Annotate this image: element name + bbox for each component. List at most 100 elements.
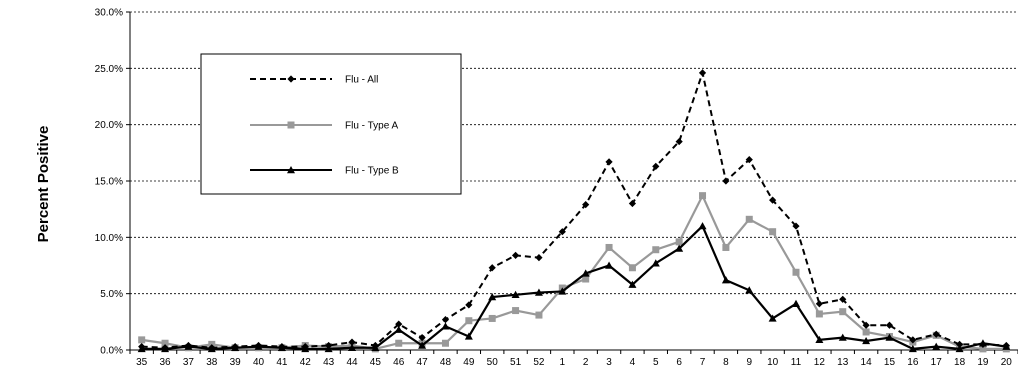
data-point (208, 344, 216, 352)
x-tick-label: 38 (206, 357, 218, 368)
y-tick-labels: 0.0% 5.0% 10.0% 15.0% 20.0% 25.0% 30.0% (95, 8, 123, 357)
legend-label: Flu - Type A (345, 121, 399, 132)
data-point (698, 222, 707, 230)
data-point (301, 343, 309, 351)
x-tick-label: 10 (767, 357, 779, 368)
y-tick-label: 25.0% (95, 64, 123, 75)
data-point (512, 307, 520, 315)
y-axis-label: Percent Positive (35, 126, 52, 243)
data-point (721, 276, 730, 284)
x-tick-label: 47 (417, 357, 429, 368)
x-tick-label: 52 (533, 357, 545, 368)
data-point (909, 336, 917, 344)
data-point (161, 339, 169, 347)
y-tick-label: 10.0% (95, 233, 123, 244)
x-tick-label: 8 (723, 357, 729, 368)
x-tick-label: 41 (276, 357, 288, 368)
x-tick-label: 19 (977, 357, 989, 368)
x-tick-label: 45 (370, 357, 382, 368)
data-point (511, 290, 520, 298)
legend: Flu - All Flu - Type A Flu - Type B (200, 53, 462, 195)
legend-label: Flu - Type B (345, 166, 399, 177)
data-point (534, 288, 543, 296)
data-point (395, 339, 403, 347)
data-point (535, 254, 543, 262)
data-point (955, 344, 964, 353)
data-point (792, 268, 800, 276)
data-point (745, 286, 754, 294)
data-point (979, 345, 987, 353)
data-point (395, 320, 403, 328)
data-point (675, 137, 683, 146)
x-tick-label: 20 (1001, 357, 1013, 368)
x-tick-label: 9 (746, 357, 752, 368)
data-point (1002, 341, 1010, 350)
series-line (141, 69, 1007, 349)
legend-marker (287, 75, 295, 83)
x-tick-label: 4 (630, 357, 636, 368)
data-point (278, 343, 286, 351)
data-point (885, 333, 894, 341)
x-tick-label: 50 (487, 357, 499, 368)
data-point (254, 341, 263, 350)
x-tick-label: 42 (300, 357, 312, 368)
data-point (815, 300, 823, 308)
x-tick-label: 44 (346, 357, 358, 368)
data-point (465, 317, 473, 325)
data-point (792, 222, 800, 230)
data-point (769, 196, 777, 204)
data-point (535, 311, 543, 319)
x-tick-label: 7 (700, 357, 706, 368)
legend-marker (287, 166, 295, 174)
data-point (465, 301, 473, 309)
data-point (768, 314, 777, 322)
legend-label: Flu - All (345, 75, 378, 86)
data-point (581, 269, 590, 277)
data-point (722, 177, 730, 185)
data-point (325, 341, 333, 350)
data-point (862, 321, 870, 329)
data-point (815, 310, 823, 318)
series-line (141, 224, 1007, 350)
data-point (488, 293, 497, 301)
data-point (348, 343, 356, 351)
series-flu-type-b (137, 222, 1011, 353)
data-point (441, 339, 449, 347)
data-point (652, 246, 660, 254)
y-tick-label: 15.0% (95, 177, 123, 188)
x-tick-label: 39 (230, 357, 242, 368)
data-point (488, 314, 496, 322)
data-point (511, 251, 520, 259)
data-point (885, 321, 894, 329)
x-tick-label: 6 (676, 357, 682, 368)
series-group (137, 69, 1011, 353)
data-point (932, 342, 941, 350)
data-point (628, 280, 637, 288)
x-tick-label: 3 (606, 357, 612, 368)
x-tick-label: 36 (159, 357, 171, 368)
series-flu-all (138, 69, 1010, 352)
x-tick-label: 49 (463, 357, 475, 368)
data-point (675, 238, 683, 246)
data-point (441, 322, 450, 330)
y-tick-label: 30.0% (95, 8, 123, 19)
data-point (348, 338, 356, 346)
x-tick-label: 11 (791, 357, 802, 368)
data-point (745, 155, 753, 164)
data-point (582, 275, 590, 283)
x-tick-label: 35 (136, 357, 148, 368)
data-point (138, 343, 146, 351)
data-point (908, 344, 917, 353)
x-tick-label: 43 (323, 357, 335, 368)
data-point (769, 228, 777, 236)
x-tick-label: 2 (583, 357, 589, 368)
y-tick-label: 5.0% (100, 289, 123, 300)
axes (126, 11, 1018, 354)
x-tick-label: 18 (954, 357, 966, 368)
data-point (628, 199, 637, 208)
data-point (979, 340, 987, 348)
x-tick-label: 14 (861, 357, 873, 368)
x-tick-label: 12 (814, 357, 826, 368)
data-point (558, 287, 567, 295)
